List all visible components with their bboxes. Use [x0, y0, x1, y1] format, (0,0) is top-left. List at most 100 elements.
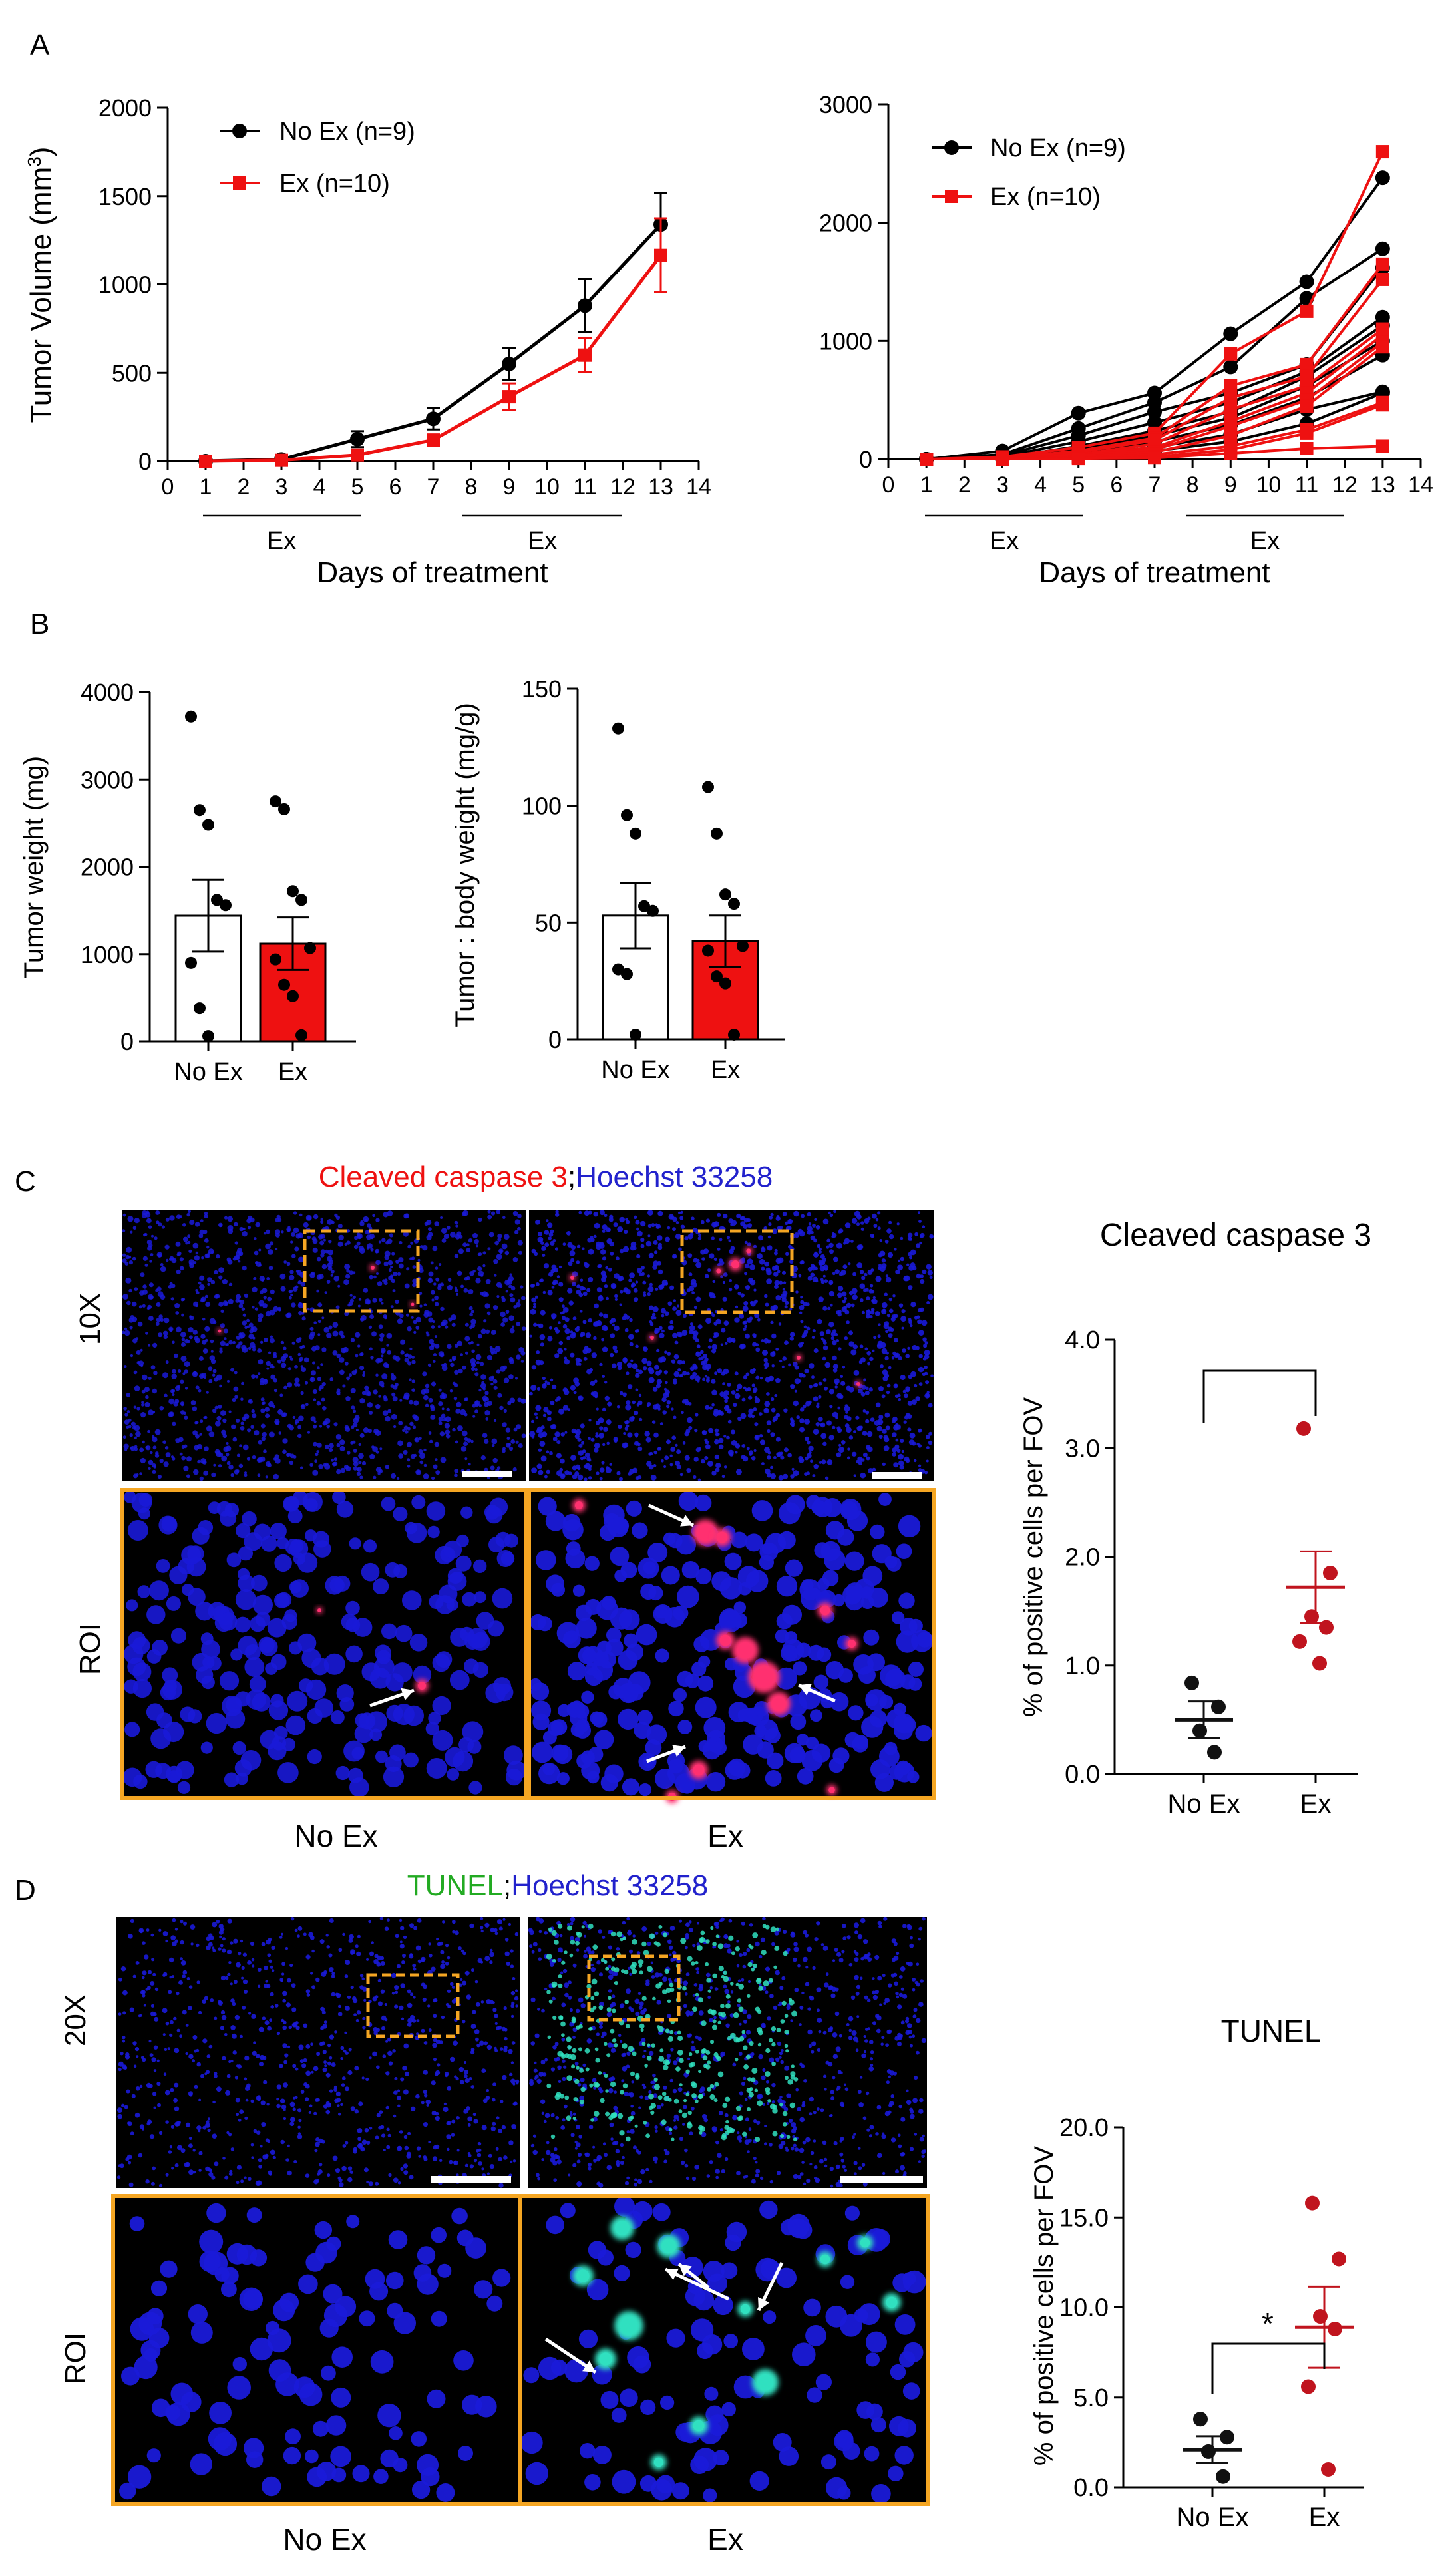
nucleus [682, 1441, 686, 1445]
nucleus [320, 2006, 325, 2012]
nucleus [155, 1322, 160, 1326]
nucleus [900, 1375, 906, 1380]
nucleus [556, 1470, 562, 1477]
nucleus [667, 1352, 671, 1356]
nucleus [194, 1222, 200, 1227]
nucleus [794, 1378, 801, 1385]
nucleus [439, 2159, 443, 2162]
nucleus [613, 1222, 618, 1228]
nucleus [735, 1443, 741, 1449]
nucleus [498, 2157, 502, 2161]
x-axis-label: Days of treatment [1039, 556, 1270, 589]
nucleus [894, 1248, 897, 1251]
nucleus [245, 2098, 249, 2102]
nucleus [646, 1360, 652, 1366]
nucleus [801, 1260, 805, 1264]
nucleus [853, 1369, 860, 1376]
nucleus [305, 2044, 311, 2049]
nucleus [544, 1230, 550, 1235]
x-tick-label: 5 [351, 474, 364, 500]
nucleus [391, 1972, 397, 1978]
nucleus [188, 2169, 194, 2175]
nucleus [492, 1305, 498, 1310]
nucleus [127, 1520, 148, 1541]
nucleus [673, 1354, 679, 1360]
nucleus [150, 1933, 154, 1937]
nucleus [476, 2044, 480, 2048]
nucleus [506, 1437, 510, 1441]
nucleus [828, 1211, 831, 1215]
nucleus [820, 1541, 841, 1561]
chart-title: Cleaved caspase 3 [1100, 1218, 1371, 1253]
nucleus [546, 1381, 550, 1385]
nucleus [198, 1389, 202, 1393]
nucleus [747, 1242, 751, 1247]
nucleus [711, 1313, 715, 1318]
nucleus [206, 1713, 227, 1734]
nucleus [129, 1326, 133, 1330]
nucleus [515, 1440, 519, 1444]
nucleus [439, 1584, 458, 1604]
nucleus [399, 1918, 403, 1922]
nucleus [555, 1210, 559, 1214]
nucleus [130, 2131, 134, 2136]
nucleus [531, 1467, 537, 1474]
nucleus [484, 1303, 490, 1309]
nucleus [266, 1229, 270, 1234]
nucleus [355, 1944, 359, 1948]
nucleus [315, 1977, 320, 1982]
nucleus [700, 1350, 704, 1354]
nucleus [630, 1241, 637, 1248]
nucleus [883, 1445, 890, 1451]
nucleus [584, 1556, 600, 1571]
nucleus [721, 1328, 726, 1333]
nucleus [207, 2117, 210, 2121]
data-point-ex [1300, 357, 1314, 371]
nucleus [252, 1594, 273, 1615]
nucleus [586, 1456, 591, 1461]
legend-marker-no-ex [944, 140, 959, 155]
nucleus [133, 1370, 138, 1375]
nucleus [368, 1999, 372, 2004]
nucleus [458, 1368, 463, 1374]
nucleus [591, 1659, 614, 1681]
nucleus [180, 1960, 186, 1966]
nucleus [604, 1764, 624, 1783]
nucleus [346, 1269, 350, 1273]
nucleus [435, 2116, 440, 2121]
nucleus [383, 1395, 387, 1399]
y-tick-label: 1.0 [1065, 1652, 1100, 1680]
nucleus [539, 1441, 546, 1447]
nucleus [275, 1218, 280, 1222]
nucleus [180, 1401, 185, 1406]
nucleus [472, 1232, 478, 1238]
nucleus [198, 1233, 204, 1238]
nucleus [829, 1213, 834, 1218]
nucleus [594, 1222, 600, 1229]
nucleus [865, 1419, 870, 1424]
nucleus [672, 1306, 677, 1311]
nucleus [895, 1269, 900, 1275]
nucleus [581, 1441, 585, 1445]
nucleus [669, 1454, 673, 1457]
nucleus [548, 1720, 564, 1736]
nucleus [923, 1344, 928, 1348]
nucleus [409, 1953, 413, 1956]
nucleus [725, 1405, 729, 1409]
y-tick-label: 150 [522, 675, 562, 703]
nucleus [460, 1978, 463, 1981]
nucleus [765, 1468, 771, 1475]
nucleus [859, 1344, 864, 1348]
nucleus [454, 2075, 457, 2078]
nucleus [717, 1247, 721, 1251]
nucleus [663, 1532, 676, 1545]
nucleus [693, 1258, 698, 1263]
nucleus [767, 1429, 771, 1433]
nucleus [638, 1393, 642, 1397]
nucleus [397, 2181, 401, 2185]
nucleus [512, 1211, 518, 1216]
nucleus [635, 1373, 640, 1378]
nucleus [336, 1443, 341, 1447]
nucleus [888, 1366, 892, 1369]
nucleus [400, 1983, 405, 1988]
